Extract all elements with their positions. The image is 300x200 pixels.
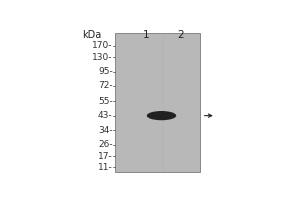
Text: 55-: 55-: [98, 97, 113, 106]
Text: 11-: 11-: [98, 163, 113, 172]
Text: 170-: 170-: [92, 41, 113, 50]
Ellipse shape: [147, 111, 176, 120]
Text: 2: 2: [178, 30, 184, 40]
Text: kDa: kDa: [82, 30, 101, 40]
Text: 34-: 34-: [98, 126, 113, 135]
Text: 43-: 43-: [98, 111, 113, 120]
Text: 95-: 95-: [98, 67, 113, 76]
Text: 1: 1: [143, 30, 149, 40]
Text: 26-: 26-: [98, 140, 113, 149]
Text: 17-: 17-: [98, 152, 113, 161]
Bar: [115, 33, 200, 172]
Text: 72-: 72-: [98, 81, 113, 90]
Text: 130-: 130-: [92, 53, 113, 62]
